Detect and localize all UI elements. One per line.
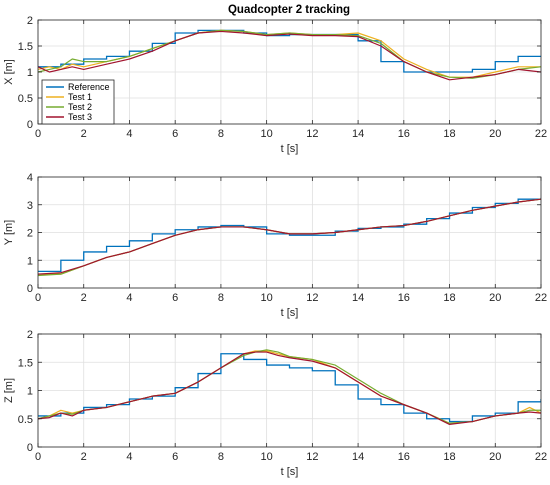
panel-z: 0 2 4 6 8 10 12 14 16 18 20 22 0 0.5 1 1.5 2 t [s] Z [m] (3, 329, 547, 478)
x-tick-label: 18 (443, 292, 455, 304)
x-tick-label: 22 (535, 292, 547, 304)
x-tick-label: 6 (172, 292, 178, 304)
x-tick-label: 2 (81, 292, 87, 304)
x-tick-label: 20 (489, 128, 501, 140)
series-line-test-2 (38, 29, 541, 79)
y-tick-label: 1.5 (18, 41, 33, 53)
y-tick-label: 0 (27, 119, 33, 131)
x-tick-label: 14 (352, 451, 364, 463)
y-tick-label: 3 (27, 200, 33, 212)
y-tick-label: 1 (27, 255, 33, 267)
y-tick-label: 1 (27, 67, 33, 79)
series-group (38, 197, 541, 277)
x-tick-label: 4 (126, 451, 132, 463)
x-tick-label: 8 (218, 292, 224, 304)
x-tick-label: 8 (218, 451, 224, 463)
y-tick-label: 0.5 (18, 93, 33, 105)
x-tick-label: 4 (126, 128, 132, 140)
x-tick-label: 0 (35, 451, 41, 463)
x-tick-label: 16 (398, 292, 410, 304)
series-line-test-3 (38, 351, 541, 425)
y-tick-label: 0 (27, 442, 33, 454)
x-tick-label: 18 (443, 128, 455, 140)
x-axis-label: t [s] (281, 466, 299, 478)
x-tick-label: 12 (306, 451, 318, 463)
x-tick-label: 10 (261, 292, 273, 304)
legend-label: Test 3 (68, 112, 92, 122)
x-tick-label: 14 (352, 292, 364, 304)
panel-x: 0 2 4 6 8 10 12 14 16 18 20 22 0 0.5 1 1.5 2 t [s] X [m] Re… (3, 15, 547, 155)
x-tick-label: 12 (306, 292, 318, 304)
legend-label: Test 1 (68, 92, 92, 102)
x-tick-label: 18 (443, 451, 455, 463)
x-tick-label: 12 (306, 128, 318, 140)
x-tick-label: 2 (81, 128, 87, 140)
x-tick-label: 22 (535, 451, 547, 463)
y-axis-label: Z [m] (3, 378, 15, 403)
x-tick-label: 8 (218, 128, 224, 140)
series-line-test-3 (38, 198, 541, 275)
y-tick-label: 2 (27, 329, 33, 341)
series-line-test-3 (38, 30, 541, 81)
y-tick-label: 0 (27, 283, 33, 295)
series-group (38, 349, 541, 425)
x-tick-label: 20 (489, 292, 501, 304)
chart-title: Quadcopter 2 tracking (228, 4, 350, 16)
y-tick-label: 4 (27, 172, 33, 184)
x-tick-label: 0 (35, 292, 41, 304)
x-tick-label: 6 (172, 128, 178, 140)
x-tick-label: 4 (126, 292, 132, 304)
x-tick-label: 16 (398, 128, 410, 140)
x-tick-label: 16 (398, 451, 410, 463)
x-tick-label: 22 (535, 128, 547, 140)
legend-label: Test 2 (68, 102, 92, 112)
x-tick-label: 10 (261, 451, 273, 463)
y-tick-label: 2 (27, 15, 33, 27)
x-tick-label: 0 (35, 128, 41, 140)
x-tick-label: 2 (81, 451, 87, 463)
legend-label: Reference (68, 82, 110, 92)
x-axis-label: t [s] (281, 143, 299, 155)
y-tick-label: 1 (27, 386, 33, 398)
y-axis-label: X [m] (3, 59, 15, 85)
x-tick-label: 6 (172, 451, 178, 463)
y-axis-label: Y [m] (3, 220, 15, 245)
y-tick-label: 2 (27, 228, 33, 240)
x-tick-label: 10 (261, 128, 273, 140)
y-tick-label: 1.5 (18, 357, 33, 369)
x-axis-label: t [s] (281, 307, 299, 319)
y-tick-label: 0.5 (18, 414, 33, 426)
series-group (38, 29, 541, 81)
series-line-reference (38, 197, 541, 272)
x-tick-label: 14 (352, 128, 364, 140)
x-tick-label: 20 (489, 451, 501, 463)
